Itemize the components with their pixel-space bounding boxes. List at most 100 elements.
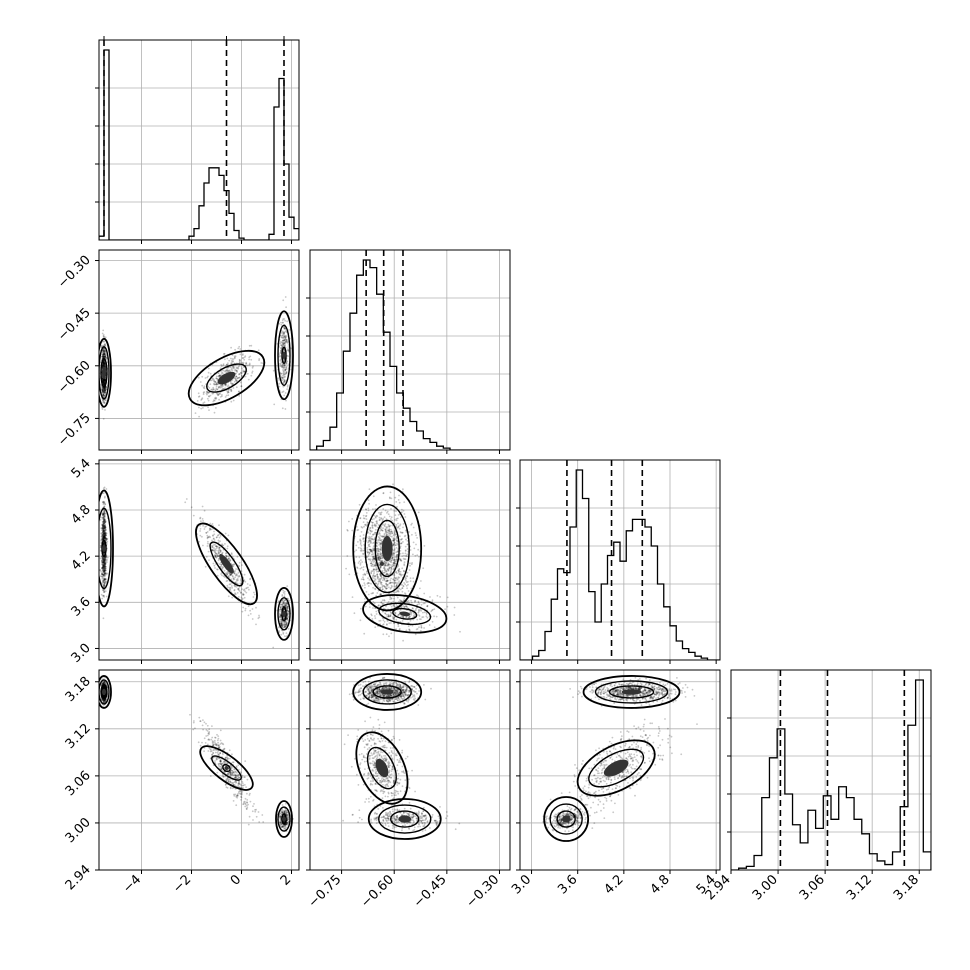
scatter-point [102, 567, 105, 570]
scatter-point [383, 565, 386, 568]
scatter-point [219, 374, 221, 377]
scatter-point [103, 380, 106, 383]
scatter-point [376, 573, 379, 576]
scatter-point [101, 501, 104, 504]
scatter-point [415, 543, 417, 546]
scatter-point [105, 555, 108, 557]
scatter-point [102, 361, 105, 364]
scatter-point [103, 533, 106, 536]
scatter-point [377, 533, 380, 535]
scatter-point [228, 359, 231, 362]
scatter-point [102, 536, 105, 539]
scatter-point [199, 524, 202, 527]
scatter-point [367, 577, 369, 580]
scatter-point [232, 563, 235, 566]
scatter-point [102, 387, 105, 390]
scatter-point [260, 362, 263, 364]
scatter-point [397, 569, 400, 572]
scatter-point [209, 527, 211, 530]
scatter-point [241, 598, 244, 601]
scatter-point [104, 350, 106, 353]
scatter-point [104, 390, 106, 393]
scatter-point [368, 502, 370, 505]
scatter-point [102, 393, 105, 396]
scatter-point [289, 368, 292, 371]
scatter-point [286, 354, 289, 357]
scatter-point [102, 390, 105, 393]
scatter-point [392, 552, 394, 555]
scatter-point [104, 379, 106, 381]
scatter-point [103, 353, 106, 356]
scatter-point [104, 351, 106, 353]
scatter-point [101, 580, 104, 583]
scatter-point [399, 588, 402, 591]
scatter-point [100, 538, 103, 541]
scatter-point [221, 384, 224, 386]
scatter-point [104, 557, 107, 560]
scatter-point [202, 544, 204, 547]
scatter-point [244, 609, 247, 612]
scatter-point [101, 578, 104, 580]
scatter-point [214, 383, 217, 386]
scatter-point [103, 381, 106, 384]
scatter-point [386, 580, 389, 582]
scatter-point [369, 532, 372, 535]
scatter-point [102, 537, 105, 540]
scatter-point [379, 542, 382, 545]
scatter-point [199, 381, 202, 383]
scatter-point [376, 541, 378, 544]
scatter-point [101, 563, 104, 566]
scatter-point [423, 545, 426, 547]
scatter-point [286, 616, 289, 619]
scatter-point [103, 364, 105, 367]
scatter-point [386, 534, 389, 536]
scatter-point [284, 602, 287, 605]
scatter-point [400, 542, 403, 544]
scatter-point [208, 559, 210, 561]
scatter-point [402, 599, 405, 602]
scatter-point [199, 528, 202, 530]
scatter-point [397, 570, 400, 572]
scatter-point [102, 564, 105, 567]
scatter-point [104, 409, 106, 411]
scatter-point [396, 596, 399, 599]
scatter-point [103, 389, 106, 392]
scatter-point [285, 340, 288, 343]
scatter-point [380, 511, 383, 514]
scatter-point [213, 564, 216, 567]
scatter-point [286, 609, 289, 612]
scatter-point [206, 393, 208, 396]
scatter-point [377, 558, 380, 560]
scatter-point [418, 614, 420, 616]
scatter-point [370, 550, 372, 553]
scatter-point [385, 570, 388, 573]
scatter-point [373, 560, 376, 562]
scatter-point [243, 370, 245, 373]
scatter-point [283, 335, 286, 338]
scatter-point [283, 342, 286, 345]
scatter-point [102, 527, 105, 530]
scatter-point [385, 573, 388, 576]
scatter-point [372, 563, 374, 566]
scatter-point [242, 606, 245, 609]
scatter-point [393, 582, 396, 585]
scatter-point [233, 380, 236, 383]
scatter-point [231, 365, 234, 368]
scatter-point [283, 364, 286, 367]
scatter-point [102, 561, 105, 564]
scatter-point [103, 534, 106, 537]
scatter-point [100, 542, 102, 544]
scatter-point [105, 556, 107, 559]
contour-level [378, 602, 432, 626]
scatter-point [103, 388, 105, 390]
scatter-point [104, 391, 106, 394]
scatter-point [101, 537, 104, 539]
scatter-point [395, 536, 398, 538]
scatter-point [234, 581, 237, 584]
scatter-point [396, 543, 399, 546]
scatter-point [411, 522, 413, 525]
scatter-point [397, 623, 400, 626]
scatter-point [103, 513, 106, 516]
scatter-point [102, 529, 105, 532]
scatter-point [286, 612, 289, 615]
